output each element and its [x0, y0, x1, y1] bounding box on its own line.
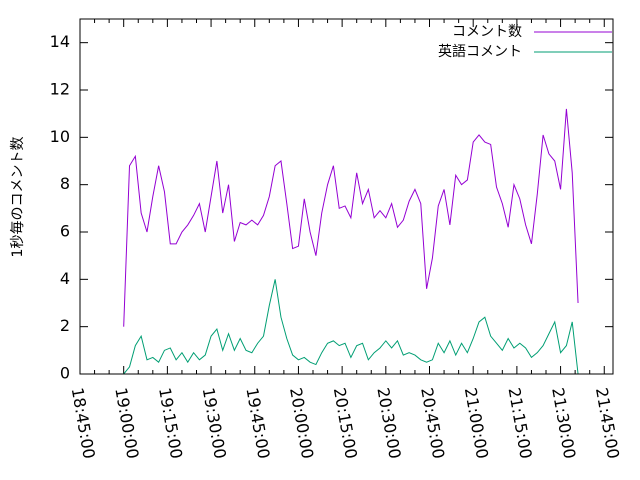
x-tick-label: 21:30:00	[548, 386, 579, 460]
series-line	[123, 279, 579, 375]
x-tick-label: 20:15:00	[330, 386, 361, 460]
y-axis-label: 1秒毎のコメント数	[10, 137, 26, 258]
y-tick-label: 0	[60, 364, 70, 383]
y-tick-label: 12	[50, 80, 70, 99]
y-tick-label: 10	[50, 127, 70, 146]
x-tick-label: 19:00:00	[111, 386, 142, 460]
x-tick-label: 19:45:00	[242, 386, 273, 460]
x-tick-label: 18:45:00	[68, 386, 99, 460]
y-tick-label: 14	[50, 32, 70, 51]
y-tick-label: 6	[60, 222, 70, 241]
x-tick-label: 19:15:00	[155, 386, 186, 460]
plot-border	[79, 18, 614, 375]
series-line	[123, 108, 579, 327]
x-tick-label: 19:30:00	[199, 386, 230, 460]
y-tick-label: 4	[60, 269, 70, 288]
x-tick-label: 21:00:00	[461, 386, 492, 460]
x-tick-label: 21:15:00	[505, 386, 536, 460]
y-tick-label: 8	[60, 174, 70, 193]
x-tick-label: 20:00:00	[286, 386, 317, 460]
legend-label: コメント数	[452, 24, 522, 40]
x-tick-label: 20:30:00	[373, 386, 404, 460]
y-tick-label: 2	[60, 316, 70, 335]
x-tick-label: 21:45:00	[592, 386, 623, 460]
x-tick-label: 20:45:00	[417, 386, 448, 460]
legend-label: 英語コメント	[438, 43, 522, 60]
